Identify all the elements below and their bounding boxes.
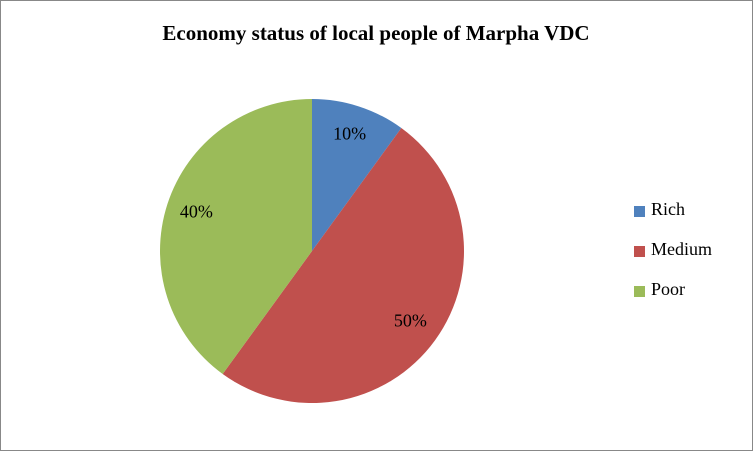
slice-label: 40% xyxy=(180,202,213,222)
legend-label: Rich xyxy=(651,199,685,219)
legend-swatch xyxy=(634,286,645,297)
slice-label: 50% xyxy=(394,311,427,331)
legend-label: Poor xyxy=(651,279,685,299)
legend-swatch xyxy=(634,246,645,257)
legend-label: Medium xyxy=(651,239,712,259)
pie-slice xyxy=(222,128,464,403)
chart-title: Economy status of local people of Marpha… xyxy=(162,21,589,45)
pie-slice xyxy=(160,99,312,374)
pie-slice xyxy=(312,99,402,251)
slice-label: 10% xyxy=(333,123,366,143)
legend-swatch xyxy=(634,206,645,217)
